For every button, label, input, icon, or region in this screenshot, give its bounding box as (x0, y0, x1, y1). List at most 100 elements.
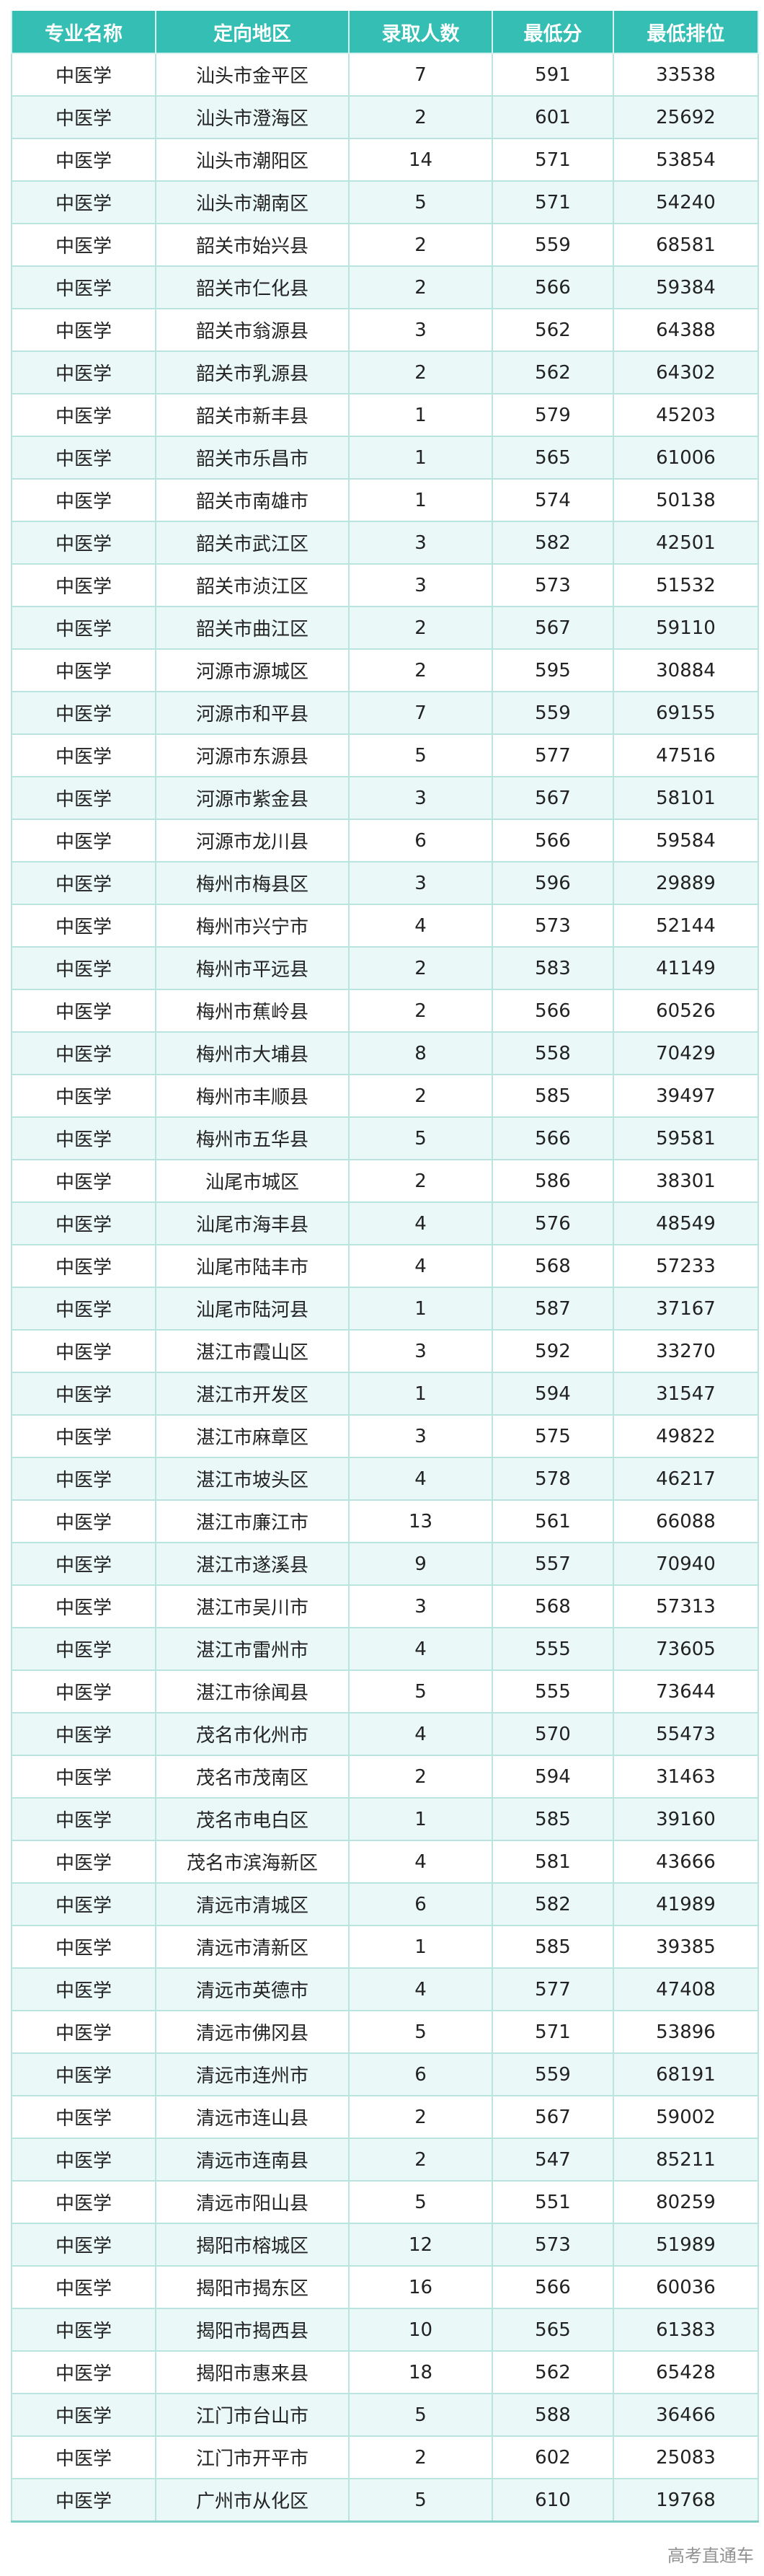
cell-admitted: 3 (348, 1329, 493, 1373)
cell-region: 湛江市麻章区 (155, 1414, 350, 1458)
table-row: 中医学 清远市连山县 2 567 59002 (11, 2095, 759, 2139)
cell-min-rank: 61383 (613, 2308, 759, 2352)
cell-region: 湛江市遂溪县 (155, 1542, 350, 1586)
table-row: 中医学 梅州市平远县 2 583 41149 (11, 946, 759, 990)
cell-admitted: 2 (348, 2095, 493, 2139)
table-row: 中医学 湛江市徐闻县 5 555 73644 (11, 1669, 759, 1713)
cell-min-score: 586 (492, 1159, 614, 1203)
table-row: 中医学 茂名市电白区 1 585 39160 (11, 1797, 759, 1841)
cell-major: 中医学 (11, 95, 156, 139)
cell-region: 茂名市电白区 (155, 1797, 350, 1841)
cell-admitted: 1 (348, 478, 493, 522)
table-row: 中医学 梅州市兴宁市 4 573 52144 (11, 904, 759, 948)
cell-region: 清远市连山县 (155, 2095, 350, 2139)
cell-min-rank: 25083 (613, 2435, 759, 2479)
cell-region: 梅州市兴宁市 (155, 904, 350, 948)
cell-admitted: 2 (348, 350, 493, 394)
cell-major: 中医学 (11, 2350, 156, 2394)
cell-min-score: 610 (492, 2478, 614, 2523)
cell-min-rank: 37167 (613, 1287, 759, 1331)
table-row: 中医学 揭阳市揭西县 10 565 61383 (11, 2308, 759, 2352)
cell-major: 中医学 (11, 1372, 156, 1416)
table-row: 中医学 湛江市遂溪县 9 557 70940 (11, 1542, 759, 1586)
cell-admitted: 1 (348, 393, 493, 437)
cell-region: 梅州市丰顺县 (155, 1074, 350, 1118)
cell-admitted: 5 (348, 1669, 493, 1713)
cell-admitted: 1 (348, 436, 493, 480)
cell-region: 韶关市仁化县 (155, 265, 350, 309)
cell-region: 梅州市梅县区 (155, 861, 350, 905)
cell-min-score: 565 (492, 2308, 614, 2352)
cell-admitted: 2 (348, 2138, 493, 2182)
cell-major: 中医学 (11, 1074, 156, 1118)
cell-min-score: 587 (492, 1287, 614, 1331)
cell-min-score: 562 (492, 350, 614, 394)
cell-region: 韶关市新丰县 (155, 393, 350, 437)
watermark: 高考直通车 (667, 2546, 754, 2566)
table-row: 中医学 汕头市金平区 7 591 33538 (11, 53, 759, 97)
cell-min-score: 585 (492, 1797, 614, 1841)
cell-major: 中医学 (11, 1627, 156, 1671)
header-major: 专业名称 (11, 11, 156, 54)
cell-major: 中医学 (11, 733, 156, 777)
cell-min-rank: 42501 (613, 521, 759, 565)
table-row: 中医学 韶关市浈江区 3 573 51532 (11, 563, 759, 607)
cell-major: 中医学 (11, 308, 156, 352)
cell-region: 汕尾市陆河县 (155, 1287, 350, 1331)
cell-major: 中医学 (11, 1414, 156, 1458)
table-row: 中医学 韶关市翁源县 3 562 64388 (11, 308, 759, 352)
cell-admitted: 2 (348, 648, 493, 692)
cell-admitted: 7 (348, 53, 493, 97)
cell-min-score: 581 (492, 1840, 614, 1884)
table-row: 中医学 河源市源城区 2 595 30884 (11, 648, 759, 692)
cell-min-rank: 51532 (613, 563, 759, 607)
cell-region: 江门市开平市 (155, 2435, 350, 2479)
cell-min-score: 555 (492, 1627, 614, 1671)
cell-admitted: 12 (348, 2223, 493, 2267)
table-row: 中医学 湛江市廉江市 13 561 66088 (11, 1499, 759, 1543)
cell-min-rank: 85211 (613, 2138, 759, 2182)
cell-min-rank: 58101 (613, 776, 759, 820)
cell-min-rank: 39385 (613, 1925, 759, 1969)
table-row: 中医学 韶关市新丰县 1 579 45203 (11, 393, 759, 437)
header-min-score: 最低分 (492, 11, 614, 54)
table-row: 中医学 茂名市滨海新区 4 581 43666 (11, 1840, 759, 1884)
cell-major: 中医学 (11, 1201, 156, 1245)
cell-major: 中医学 (11, 2478, 156, 2523)
cell-min-score: 561 (492, 1499, 614, 1543)
cell-admitted: 5 (348, 2180, 493, 2224)
cell-region: 湛江市开发区 (155, 1372, 350, 1416)
cell-admitted: 4 (348, 1201, 493, 1245)
table-row: 中医学 茂名市茂南区 2 594 31463 (11, 1755, 759, 1799)
cell-admitted: 2 (348, 95, 493, 139)
cell-major: 中医学 (11, 861, 156, 905)
cell-min-rank: 51989 (613, 2223, 759, 2267)
cell-min-score: 566 (492, 989, 614, 1033)
table-body: 中医学 汕头市金平区 7 591 33538 中医学 汕头市澄海区 2 601 25692 中医学汕… (11, 53, 759, 2523)
cell-min-rank: 33538 (613, 53, 759, 97)
table-row: 中医学 梅州市蕉岭县 2 566 60526 (11, 989, 759, 1033)
cell-major: 中医学 (11, 1925, 156, 1969)
cell-min-rank: 55473 (613, 1712, 759, 1756)
cell-major: 中医学 (11, 2223, 156, 2267)
cell-admitted: 4 (348, 1712, 493, 1756)
cell-min-rank: 46217 (613, 1457, 759, 1501)
cell-major: 中医学 (11, 1712, 156, 1756)
cell-major: 中医学 (11, 1159, 156, 1203)
cell-major: 中医学 (11, 563, 156, 607)
table-row: 中医学 韶关市乐昌市 1 565 61006 (11, 436, 759, 480)
cell-admitted: 3 (348, 308, 493, 352)
cell-region: 韶关市曲江区 (155, 606, 350, 650)
cell-min-score: 558 (492, 1031, 614, 1075)
table-row: 中医学 揭阳市榕城区 12 573 51989 (11, 2223, 759, 2267)
cell-admitted: 1 (348, 1372, 493, 1416)
cell-min-rank: 25692 (613, 95, 759, 139)
cell-min-score: 601 (492, 95, 614, 139)
cell-min-rank: 41989 (613, 1882, 759, 1926)
cell-admitted: 6 (348, 2052, 493, 2096)
cell-admitted: 5 (348, 2010, 493, 2054)
cell-min-score: 571 (492, 180, 614, 224)
cell-admitted: 3 (348, 521, 493, 565)
cell-min-score: 588 (492, 2393, 614, 2437)
cell-region: 清远市阳山县 (155, 2180, 350, 2224)
